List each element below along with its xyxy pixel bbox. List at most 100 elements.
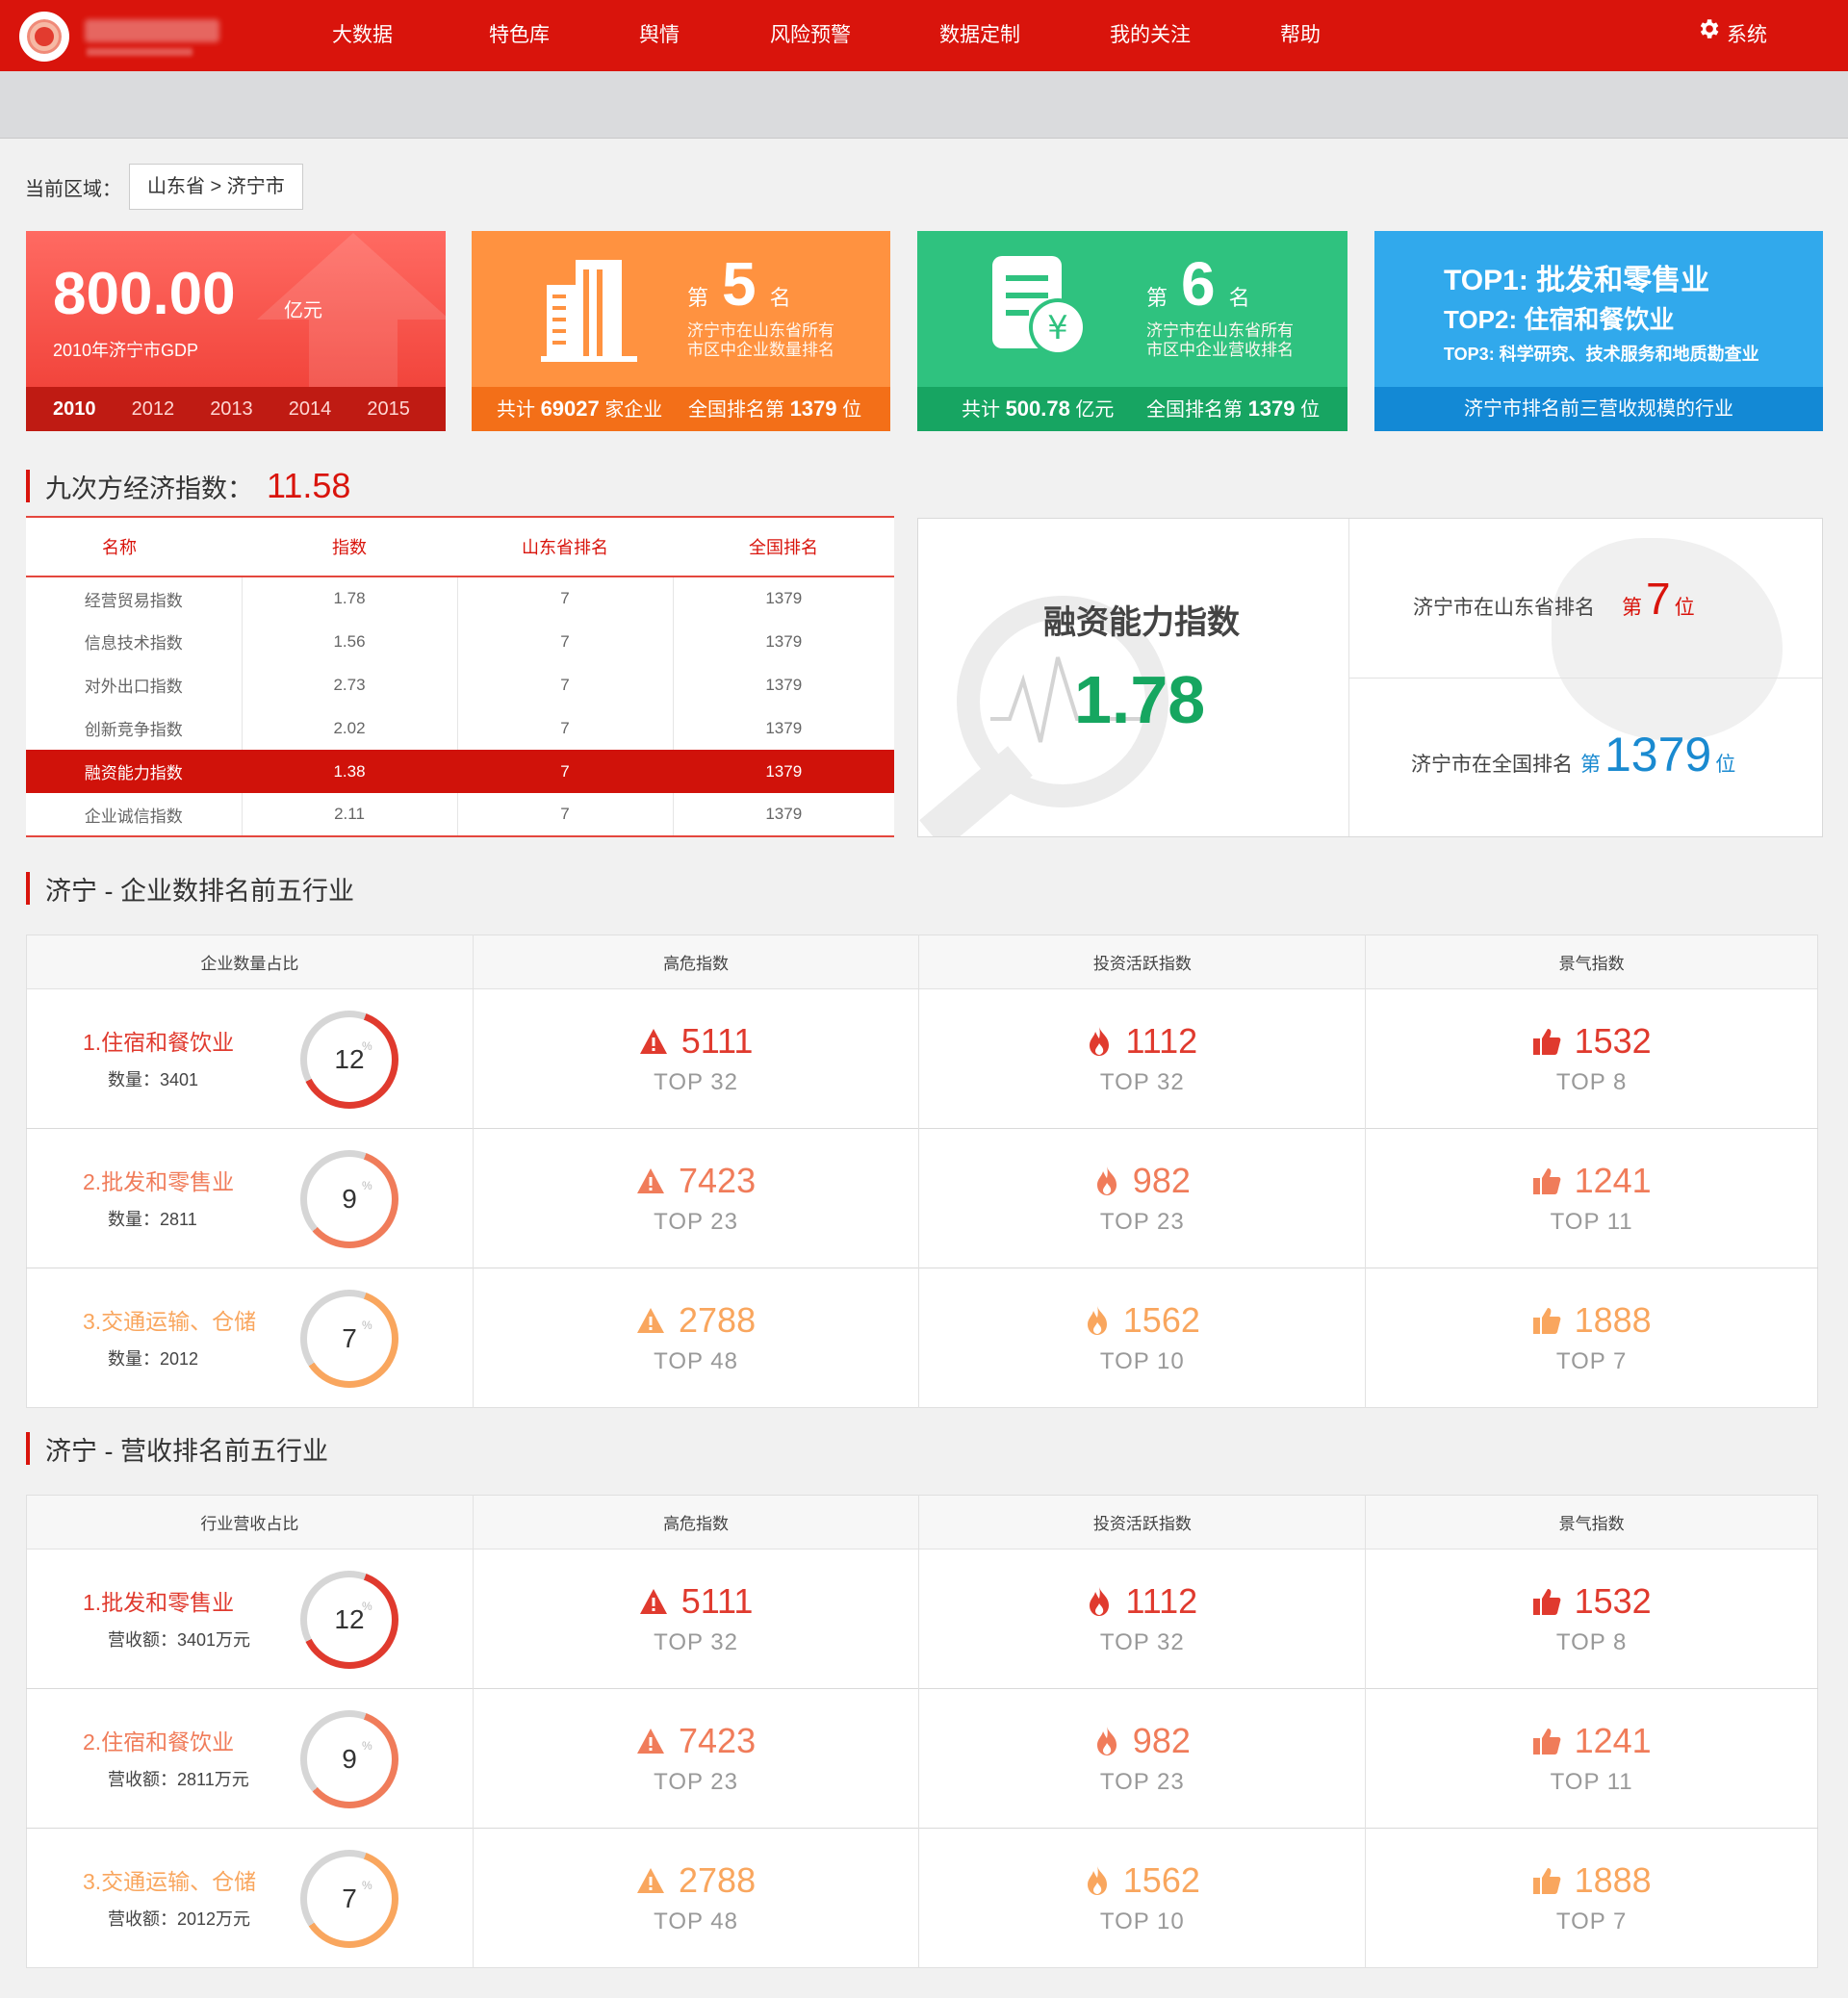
gdp-unit: 亿元 bbox=[284, 300, 322, 321]
risk-index-rank: TOP 48 bbox=[654, 1348, 738, 1374]
nation-rank-label: 济宁市在全国排名 bbox=[1411, 754, 1573, 776]
table-row[interactable]: 对外出口指数 2.73 7 1379 bbox=[26, 663, 894, 706]
table-row-selected[interactable]: 融资能力指数 1.38 7 1379 bbox=[26, 750, 894, 793]
financing-ranks: 济宁市在山东省排名 第 7 位 济宁市在全国排名 第 1379 位 bbox=[1349, 519, 1822, 836]
nav-item-help[interactable]: 帮助 bbox=[1280, 24, 1321, 46]
nav-item-risk-warning[interactable]: 风险预警 bbox=[770, 24, 851, 46]
industry-row[interactable]: 2.住宿和餐饮业 营收额：2811万元 9 % 7423 TOP 23 982 … bbox=[26, 1688, 1818, 1829]
percent-sign: % bbox=[362, 1179, 372, 1192]
top-nav: 大数据 特色库 舆情 风险预警 数据定制 我的关注 帮助 系统 bbox=[0, 0, 1848, 71]
year-tab-2015[interactable]: 2015 bbox=[367, 398, 410, 420]
row-index: 1.56 bbox=[242, 620, 458, 663]
boom-index-cell: 1241 TOP 11 bbox=[1365, 1128, 1818, 1268]
logo[interactable] bbox=[19, 10, 221, 62]
revenue-card: ¥ 第 6 名 济宁市在山东省所有 市区中企业营收排名 共计 500.78 亿元… bbox=[917, 231, 1348, 431]
year-tab-2010[interactable]: 2010 bbox=[53, 398, 96, 420]
total-revenue: 共计 500.78 亿元 bbox=[962, 397, 1115, 421]
risk-index-rank: TOP 32 bbox=[654, 1069, 738, 1095]
risk-index-cell: 2788 TOP 48 bbox=[473, 1828, 920, 1968]
percent-sign: % bbox=[362, 1319, 372, 1332]
risk-index-cell: 2788 TOP 48 bbox=[473, 1268, 920, 1408]
gear-icon bbox=[1696, 0, 1721, 71]
table-row[interactable]: 创新竞争指数 2.02 7 1379 bbox=[26, 706, 894, 750]
table-row[interactable]: 经营贸易指数 1.78 7 1379 bbox=[26, 576, 894, 620]
province-rank-block: 济宁市在山东省排名 第 7 位 bbox=[1349, 519, 1822, 679]
boom-index-value: 1241 bbox=[1574, 1161, 1652, 1200]
section-title-revenue: 济宁 - 营收排名前五行业 bbox=[26, 1432, 328, 1466]
document-yen-icon: ¥ bbox=[988, 256, 1094, 367]
count-footer: 共计 69027 家企业 全国排名第 1379 位 bbox=[472, 387, 890, 431]
percent-sign: % bbox=[362, 1739, 372, 1753]
flame-icon bbox=[1087, 1586, 1112, 1617]
percent-sign: % bbox=[362, 1039, 372, 1053]
boom-index-cell: 1532 TOP 8 bbox=[1365, 988, 1818, 1129]
nav-item-data-custom[interactable]: 数据定制 bbox=[939, 24, 1020, 46]
boom-index-cell: 1888 TOP 7 bbox=[1365, 1828, 1818, 1968]
risk-index-cell: 5111 TOP 32 bbox=[473, 988, 920, 1129]
system-menu[interactable]: 系统 bbox=[1696, 0, 1767, 71]
row-index: 2.02 bbox=[242, 706, 458, 750]
warning-triangle-icon bbox=[636, 1867, 665, 1894]
active-index-rank: TOP 10 bbox=[1099, 1908, 1185, 1934]
econ-index-title: 九次方经济指数： 11.58 bbox=[26, 466, 350, 505]
rank-number: 5 bbox=[722, 249, 757, 319]
active-index-cell: 982 TOP 23 bbox=[918, 1128, 1367, 1268]
row-national-rank: 1379 bbox=[765, 631, 803, 651]
share-value: 7 bbox=[342, 1883, 357, 1913]
col-share: 企业数量占比 bbox=[26, 935, 474, 989]
row-province-rank: 7 bbox=[457, 663, 674, 706]
boom-index-value: 1532 bbox=[1574, 1021, 1652, 1061]
active-index-cell: 1112 TOP 32 bbox=[918, 1549, 1367, 1689]
row-name: 对外出口指数 bbox=[26, 663, 243, 706]
industry-table-revenue: 行业营收占比 高危指数 投资活跃指数 景气指数 1.批发和零售业 营收额：3401万元… bbox=[26, 1495, 1818, 1968]
row-name: 融资能力指数 bbox=[26, 750, 243, 793]
boom-index-cell: 1888 TOP 7 bbox=[1365, 1268, 1818, 1408]
warning-triangle-icon bbox=[636, 1307, 665, 1334]
table-row[interactable]: 企业诚信指数 2.11 7 1379 bbox=[26, 793, 894, 836]
boom-index-rank: TOP 7 bbox=[1555, 1908, 1628, 1934]
industry-name: 2.批发和零售业 bbox=[83, 1169, 235, 1194]
table-header: 名称 指数 山东省排名 全国排名 bbox=[26, 517, 894, 577]
year-tab-2014[interactable]: 2014 bbox=[288, 398, 332, 420]
risk-index-value: 7423 bbox=[679, 1161, 757, 1200]
boom-index-rank: TOP 8 bbox=[1555, 1069, 1628, 1095]
year-tab-2012[interactable]: 2012 bbox=[131, 398, 175, 420]
rank-number: 6 bbox=[1181, 249, 1216, 319]
industry-name: 1.批发和零售业 bbox=[83, 1590, 235, 1615]
warning-triangle-icon bbox=[636, 1728, 665, 1755]
thumbs-up-icon bbox=[1532, 1027, 1561, 1056]
industry-share-cell: 1.住宿和餐饮业 数量：3401 12 % bbox=[26, 988, 474, 1129]
caption-line-1: 济宁市在山东省所有 bbox=[1146, 321, 1294, 340]
rank-prefix: 第 bbox=[1622, 597, 1642, 619]
nav-item-feature-library[interactable]: 特色库 bbox=[489, 24, 550, 46]
nav-item-my-follow[interactable]: 我的关注 bbox=[1110, 24, 1191, 46]
thumbs-up-icon bbox=[1532, 1587, 1561, 1616]
nav-item-bigdata[interactable]: 大数据 bbox=[332, 24, 393, 46]
rank-prefix: 第 bbox=[687, 286, 709, 310]
boom-index-value: 1241 bbox=[1574, 1721, 1652, 1760]
industry-row[interactable]: 1.批发和零售业 营收额：3401万元 12 % 5111 TOP 32 111… bbox=[26, 1549, 1818, 1689]
col-risk-index: 高危指数 bbox=[473, 935, 920, 989]
top3-industry: TOP3: 科学研究、技术服务和地质勘查业 bbox=[1444, 345, 1759, 364]
nav-item-public-opinion[interactable]: 舆情 bbox=[639, 24, 680, 46]
share-ring: 12 % bbox=[300, 1571, 398, 1669]
industry-row[interactable]: 1.住宿和餐饮业 数量：3401 12 % 5111 TOP 32 1112 T… bbox=[26, 988, 1818, 1129]
year-tab-2013[interactable]: 2013 bbox=[210, 398, 253, 420]
national-rank: 全国排名第 1379 位 bbox=[1146, 397, 1321, 421]
province-rank-label: 济宁市在山东省排名 bbox=[1413, 597, 1595, 619]
province-rank-value: 7 bbox=[1646, 574, 1671, 624]
rank-suffix: 名 bbox=[1228, 286, 1250, 310]
row-province-rank: 7 bbox=[457, 620, 674, 663]
industry-row[interactable]: 3.交通运输、仓储 数量：2012 7 % 2788 TOP 48 1562 T… bbox=[26, 1268, 1818, 1408]
enterprise-count-card: 第 5 名 济宁市在山东省所有 市区中企业数量排名 共计 69027 家企业 全… bbox=[472, 231, 890, 431]
row-name: 企业诚信指数 bbox=[26, 793, 243, 836]
row-national-rank: 1379 bbox=[765, 718, 803, 737]
flame-icon bbox=[1094, 1726, 1119, 1756]
financing-value: 1.78 bbox=[1074, 662, 1206, 737]
top1-industry: TOP1: 批发和零售业 bbox=[1444, 265, 1710, 296]
table-row[interactable]: 信息技术指数 1.56 7 1379 bbox=[26, 620, 894, 663]
share-value: 9 bbox=[342, 1744, 357, 1774]
industry-row[interactable]: 3.交通运输、仓储 营收额：2012万元 7 % 2788 TOP 48 156… bbox=[26, 1828, 1818, 1968]
industry-row[interactable]: 2.批发和零售业 数量：2811 9 % 7423 TOP 23 982 TOP… bbox=[26, 1128, 1818, 1268]
region-dropdown[interactable]: 山东省 > 济宁市 bbox=[129, 164, 303, 210]
